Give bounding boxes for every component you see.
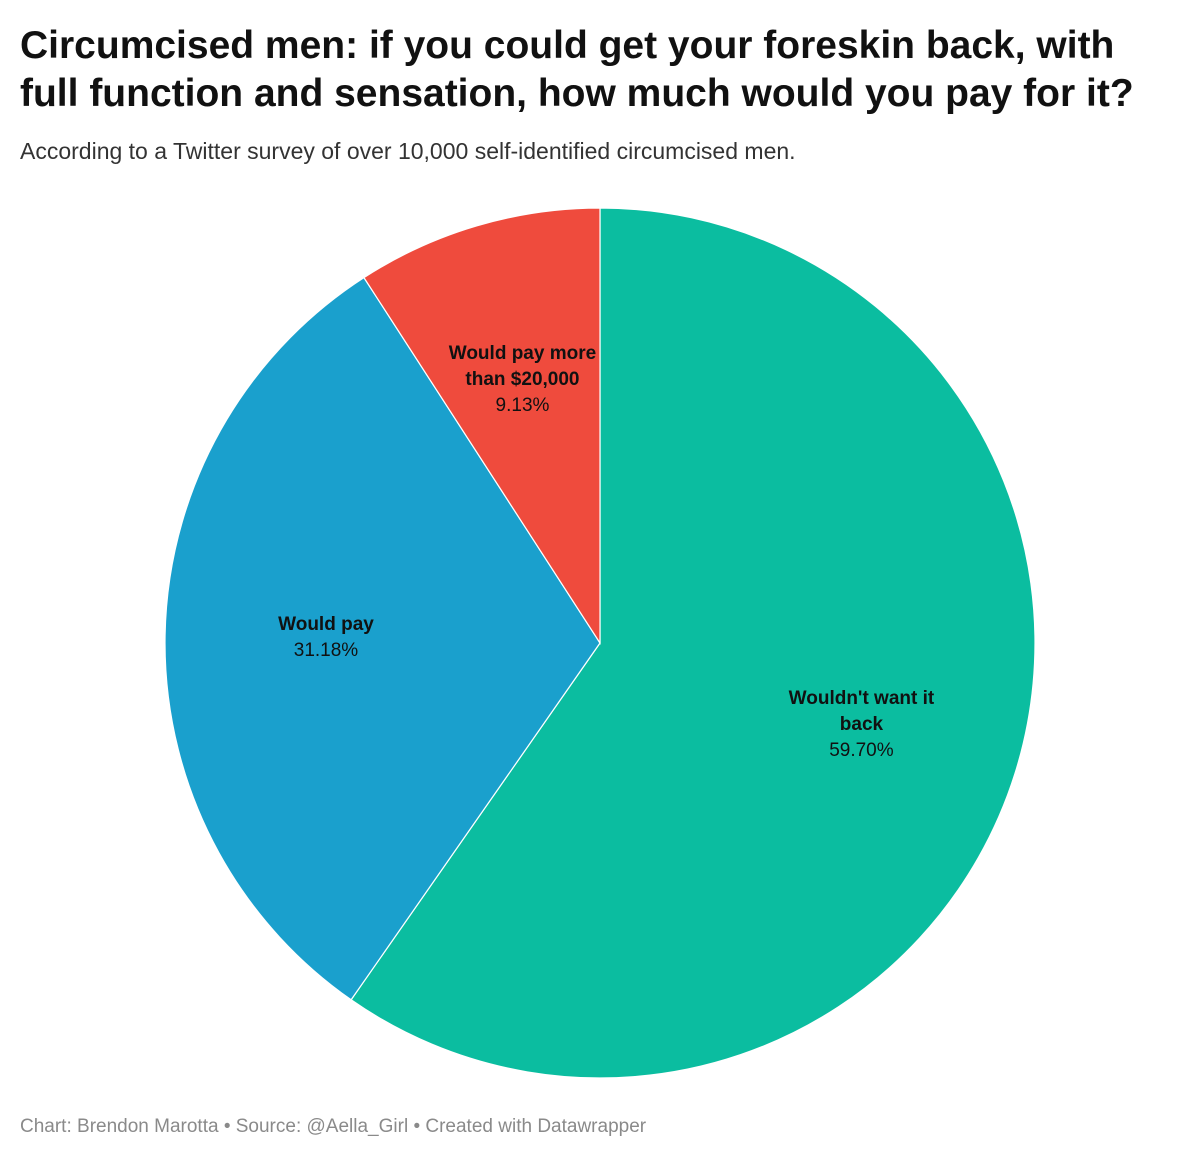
pie-slice <box>164 276 601 1001</box>
chart-subtitle: According to a Twitter survey of over 10… <box>20 138 796 164</box>
slice-label: Would pay 31.18% <box>231 612 421 664</box>
pie-slice <box>350 207 1036 1079</box>
slice-label: Would pay more than $20,000 9.13% <box>427 341 617 419</box>
slice-name: Would pay <box>278 614 374 636</box>
slice-value: 9.13% <box>495 395 550 417</box>
slice-label: Wouldn't want it back 59.70% <box>766 686 956 764</box>
slice-name: Would pay more than $20,000 <box>448 343 597 391</box>
chart-title: Circumcised men: if you could get your f… <box>20 24 1134 115</box>
slice-name: Wouldn't want it back <box>788 688 935 736</box>
slice-value: 59.70% <box>829 740 894 762</box>
slice-value: 31.18% <box>293 640 359 662</box>
pie-slice <box>363 207 601 646</box>
chart-footer: Chart: Brendon Marotta • Source: @Aella_… <box>20 1116 647 1137</box>
